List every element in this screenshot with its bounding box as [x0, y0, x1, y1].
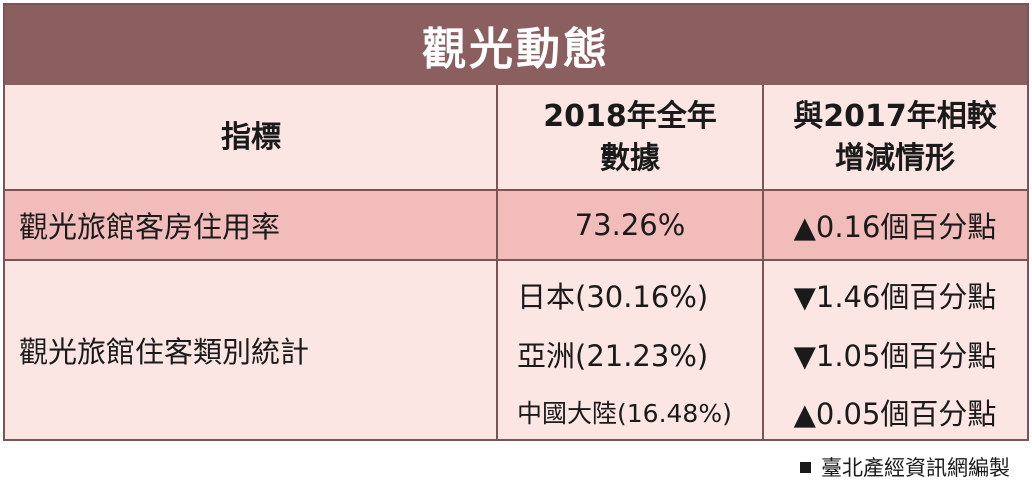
credit-text: 臺北產經資訊網編製 — [821, 456, 1010, 480]
header-compare-line2: 增減情形 — [835, 140, 955, 176]
square-bullet-icon — [800, 461, 811, 473]
indicator-label: 觀光旅館住客類別統計 — [19, 334, 310, 369]
change-label: ▲0.16個百分點 — [793, 210, 997, 244]
change-label: ▲0.05個百分點 — [793, 397, 997, 431]
guest-type-asia-value: 亞洲(21.23%) — [517, 327, 763, 381]
row-divider — [5, 259, 1027, 261]
table-title: 觀光動態 — [422, 24, 610, 75]
column-divider — [496, 85, 498, 439]
row-divider — [5, 189, 1027, 191]
credit-line: 臺北產經資訊網編製 — [800, 452, 1010, 482]
guest-type-china-change: ▲0.05個百分點 — [763, 385, 1027, 439]
row-occupancy-value: 73.26% — [497, 190, 763, 260]
header-2018-line1: 2018年全年 — [543, 98, 717, 134]
title-bar: 觀光動態 — [5, 5, 1027, 85]
change-label: ▼1.46個百分點 — [793, 280, 997, 314]
table-grid: 指標 2018年全年 數據 與2017年相較 增減情形 觀光旅館客房住用率 73… — [5, 85, 1027, 439]
header-compare-2017: 與2017年相較 增減情形 — [763, 85, 1027, 190]
row-occupancy-change: ▲0.16個百分點 — [763, 190, 1027, 260]
column-divider — [762, 85, 764, 439]
row-occupancy-indicator: 觀光旅館客房住用率 — [19, 190, 497, 260]
header-indicator: 指標 — [5, 85, 497, 190]
value-label: 亞洲(21.23%) — [517, 339, 709, 373]
header-compare-line1: 與2017年相較 — [793, 98, 997, 134]
value-label: 73.26% — [574, 208, 686, 242]
row-guest-type-indicator: 觀光旅館住客類別統計 — [19, 260, 497, 439]
guest-type-japan-value: 日本(30.16%) — [517, 268, 763, 322]
guest-type-china-value: 中國大陸(16.48%) — [517, 385, 763, 439]
row-highlight-bg — [5, 190, 1027, 260]
value-label: 中國大陸(16.48%) — [517, 399, 732, 428]
header-2018-line2: 數據 — [600, 140, 660, 176]
header-indicator-label: 指標 — [221, 119, 281, 155]
tourism-table: 觀光動態 指標 2018年全年 數據 與2017年相較 增減情形 觀光旅館客房住… — [3, 3, 1029, 441]
change-label: ▼1.05個百分點 — [793, 339, 997, 373]
guest-type-asia-change: ▼1.05個百分點 — [763, 327, 1027, 381]
indicator-label: 觀光旅館客房住用率 — [19, 210, 281, 244]
guest-type-japan-change: ▼1.46個百分點 — [763, 268, 1027, 322]
header-2018-data: 2018年全年 數據 — [497, 85, 763, 190]
value-label: 日本(30.16%) — [517, 280, 709, 314]
